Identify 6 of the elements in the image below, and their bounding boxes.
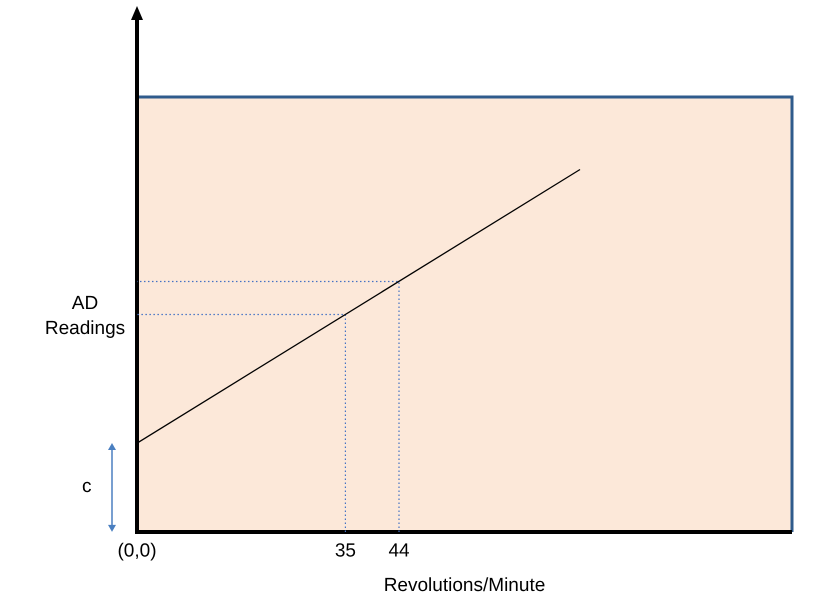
x-tick-label: (0,0) xyxy=(117,540,157,562)
x-axis-title: Revolutions/Minute xyxy=(384,574,546,596)
x-tick-label: 35 xyxy=(334,540,356,562)
text: c xyxy=(82,476,92,498)
y-axis-title: AD Readings xyxy=(44,292,126,340)
x-tick-label: 44 xyxy=(388,540,410,562)
